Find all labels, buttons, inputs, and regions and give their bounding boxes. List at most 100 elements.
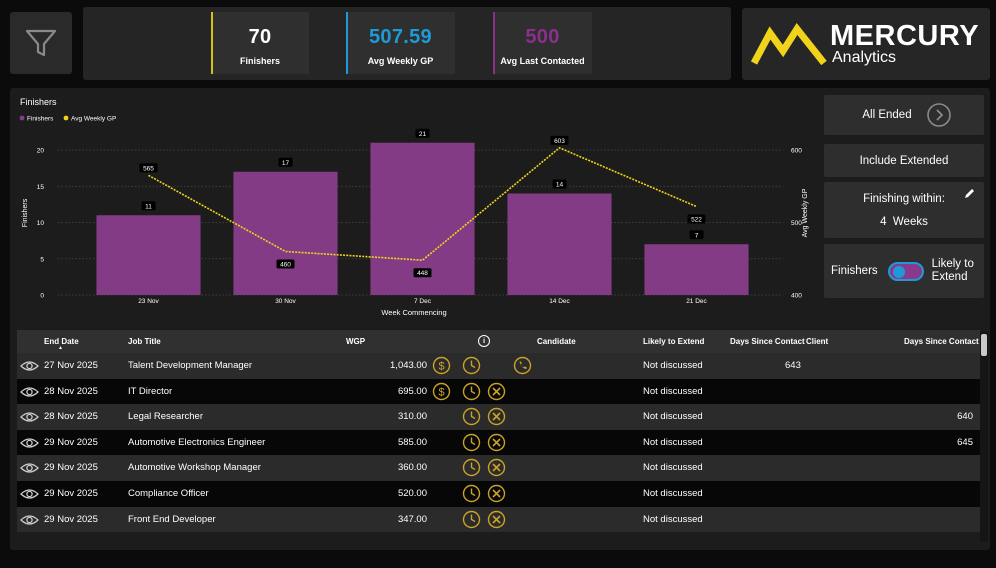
clock-icon[interactable] bbox=[462, 458, 481, 477]
kpi-value: 507.59 bbox=[369, 26, 432, 48]
cancel-icon[interactable] bbox=[487, 407, 506, 426]
table-row[interactable]: 27 Nov 2025 Talent Development Manager 1,0… bbox=[17, 353, 980, 379]
cancel-icon[interactable] bbox=[487, 382, 506, 401]
table-row[interactable]: 29 Nov 2025 Front End Developer 347.00 Not … bbox=[17, 506, 980, 533]
data-label-bg bbox=[550, 135, 569, 145]
eye-icon[interactable] bbox=[20, 514, 39, 533]
table-scrollbar[interactable] bbox=[980, 332, 988, 542]
table-row[interactable]: 28 Nov 2025 IT Director 695.00 $ Not discuss… bbox=[17, 378, 980, 405]
cancel-icon[interactable] bbox=[487, 510, 506, 529]
mercury-logo-mark bbox=[750, 23, 827, 66]
dollar-icon[interactable]: $ bbox=[432, 382, 451, 401]
legend-marker-avg-weekly-gp bbox=[63, 115, 69, 121]
cell-wgp: 695.00 bbox=[397, 385, 427, 397]
data-label-bg bbox=[689, 230, 704, 240]
cell-wgp: 360.00 bbox=[397, 462, 427, 474]
x-tick-label: 7 Dec bbox=[414, 298, 432, 305]
table-row[interactable]: 29 Nov 2025 Compliance Officer 520.00 Not d… bbox=[17, 481, 980, 507]
clock-icon[interactable] bbox=[462, 407, 481, 426]
cancel-icon[interactable] bbox=[487, 484, 506, 503]
chart-title: Finishers bbox=[20, 97, 57, 107]
table-row[interactable]: 29 Nov 2025 Automotive Workshop Manager 36… bbox=[17, 455, 980, 481]
svg-text:$: $ bbox=[438, 386, 444, 398]
kpi-label: Avg Last Contacted bbox=[500, 56, 585, 66]
cell-job-title: Legal Researcher bbox=[128, 411, 203, 423]
bar-data-label: 21 bbox=[419, 131, 427, 138]
cell-days-since-contact-client: 645 bbox=[957, 436, 973, 448]
kpi-label: Avg Weekly GP bbox=[367, 56, 434, 66]
cell-likely-to-extend: Not discussed bbox=[643, 513, 703, 525]
line-data-label: 460 bbox=[280, 262, 291, 269]
header-job-title[interactable]: Job Title bbox=[128, 337, 161, 346]
toggle-knob bbox=[892, 265, 905, 278]
cell-job-title: Talent Development Manager bbox=[128, 360, 253, 371]
all-ended-button[interactable]: All Ended bbox=[824, 95, 984, 135]
clock-icon[interactable] bbox=[462, 510, 481, 529]
eye-icon[interactable] bbox=[20, 437, 39, 456]
logo-sub: Analytics bbox=[832, 49, 897, 66]
header-client[interactable]: Client bbox=[806, 337, 829, 346]
finishing-within-label: Finishing within: bbox=[863, 192, 945, 205]
legend-label-avg-weekly-gp: Avg Weekly GP bbox=[71, 116, 116, 123]
eye-icon[interactable] bbox=[20, 386, 39, 405]
eye-icon[interactable] bbox=[20, 360, 39, 379]
chart-legend: Finishers Avg Weekly GP bbox=[19, 115, 116, 123]
y2-tick-label: 400 bbox=[791, 293, 802, 300]
eye-icon[interactable] bbox=[20, 488, 39, 507]
data-label-bg bbox=[141, 201, 156, 211]
cell-end-date: 27 Nov 2025 bbox=[44, 360, 98, 371]
include-extended-button[interactable]: Include Extended bbox=[824, 144, 984, 177]
toggle-right-label: Likely to Extend bbox=[931, 258, 974, 283]
legend-marker-finishers bbox=[19, 115, 25, 121]
legend-label-finishers: Finishers bbox=[27, 116, 54, 123]
cancel-icon[interactable] bbox=[487, 433, 506, 452]
data-label-bg bbox=[413, 268, 432, 278]
cancel-icon[interactable] bbox=[487, 458, 506, 477]
filter-button[interactable] bbox=[10, 12, 72, 74]
header-candidate[interactable]: Candidate bbox=[537, 337, 576, 346]
finishing-within-control[interactable]: Finishing within: 4 Weeks bbox=[824, 182, 984, 238]
eye-icon[interactable] bbox=[20, 411, 39, 430]
cell-end-date: 29 Nov 2025 bbox=[44, 436, 98, 448]
x-tick-label: 14 Dec bbox=[549, 298, 570, 305]
header-likely-to-extend[interactable]: Likely to Extend bbox=[643, 337, 705, 346]
header-days-since-contact-client[interactable]: Days Since Contact bbox=[904, 337, 979, 346]
kpi-strip: 70 Finishers 507.59 Avg Weekly GP 500 Av… bbox=[83, 7, 731, 80]
clock-icon[interactable] bbox=[462, 433, 481, 452]
header-days-since-contact-candidate[interactable]: Days Since Contact bbox=[730, 337, 805, 346]
data-label-bg bbox=[687, 214, 706, 224]
pencil-icon[interactable] bbox=[964, 187, 976, 199]
finishers-table: End Date ▲ Job Title WGP i Candidate Lik… bbox=[17, 330, 980, 542]
header-wgp[interactable]: WGP bbox=[346, 337, 366, 346]
cell-wgp: 347.00 bbox=[397, 513, 427, 525]
kpi-avg-weekly-gp: 507.59 Avg Weekly GP bbox=[346, 12, 455, 74]
dollar-icon[interactable]: $ bbox=[432, 356, 451, 375]
table-scroll-thumb[interactable] bbox=[981, 334, 987, 356]
y2-axis-label: Avg Weekly GP bbox=[802, 188, 809, 237]
data-label-bg bbox=[276, 259, 295, 269]
finishers-likely-toggle[interactable] bbox=[887, 261, 924, 281]
y-axis-label: Finishers bbox=[22, 198, 29, 227]
y2-tick-label: 600 bbox=[791, 148, 802, 155]
cell-days-since-contact-candidate: 643 bbox=[785, 360, 801, 371]
eye-icon[interactable] bbox=[20, 462, 39, 481]
table-row[interactable]: 29 Nov 2025 Automotive Electronics Engine… bbox=[17, 429, 980, 456]
y-tick-label: 5 bbox=[40, 256, 44, 263]
x-tick-label: 21 Dec bbox=[686, 298, 707, 305]
phone-icon[interactable] bbox=[513, 356, 532, 375]
table-row[interactable]: 28 Nov 2025 Legal Researcher 310.00 Not dis… bbox=[17, 404, 980, 430]
bar-finishers-30-nov bbox=[233, 171, 338, 295]
cell-end-date: 28 Nov 2025 bbox=[44, 411, 98, 423]
logo-panel: MERCURY Analytics bbox=[742, 8, 990, 80]
cell-job-title: Front End Developer bbox=[128, 513, 216, 525]
cell-end-date: 28 Nov 2025 bbox=[44, 385, 98, 397]
cell-likely-to-extend: Not discussed bbox=[643, 436, 703, 448]
sort-ascending-icon: ▲ bbox=[58, 345, 63, 351]
clock-icon[interactable] bbox=[462, 356, 481, 375]
x-tick-label: 30 Nov bbox=[275, 298, 296, 305]
clock-icon[interactable] bbox=[462, 484, 481, 503]
cell-job-title: Compliance Officer bbox=[128, 488, 209, 499]
header-end-date[interactable]: End Date bbox=[44, 337, 79, 346]
x-tick-label: 23 Nov bbox=[138, 298, 159, 305]
clock-icon[interactable] bbox=[462, 382, 481, 401]
